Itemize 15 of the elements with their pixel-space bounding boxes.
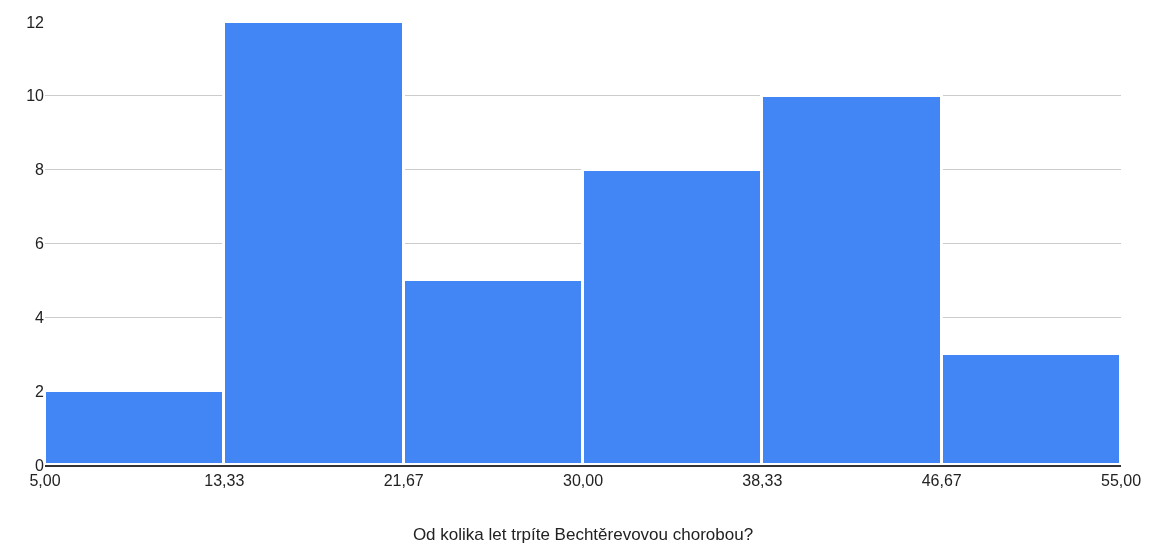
x-tick-label: 30,00 bbox=[562, 471, 604, 489]
x-axis-title: Od kolika let trpíte Bechtěrevovou chorobou? bbox=[412, 524, 754, 544]
y-tick-label: 2 bbox=[35, 382, 45, 400]
y-tick-label: 8 bbox=[35, 161, 45, 179]
x-tick-label: 5,00 bbox=[29, 471, 61, 489]
x-tick-label: 46,67 bbox=[921, 471, 962, 489]
x-tick-label: 55,00 bbox=[1100, 471, 1142, 489]
y-tick-label: 12 bbox=[26, 13, 45, 31]
y-tick-label: 0 bbox=[35, 456, 45, 474]
y-tick-label: 10 bbox=[26, 87, 45, 105]
y-tick-label: 6 bbox=[35, 235, 45, 253]
x-tick-label: 13,33 bbox=[204, 471, 245, 489]
x-tick-label: 38,33 bbox=[742, 471, 783, 489]
x-tick-label: 21,67 bbox=[383, 471, 424, 489]
y-tick-label: 4 bbox=[35, 308, 45, 326]
